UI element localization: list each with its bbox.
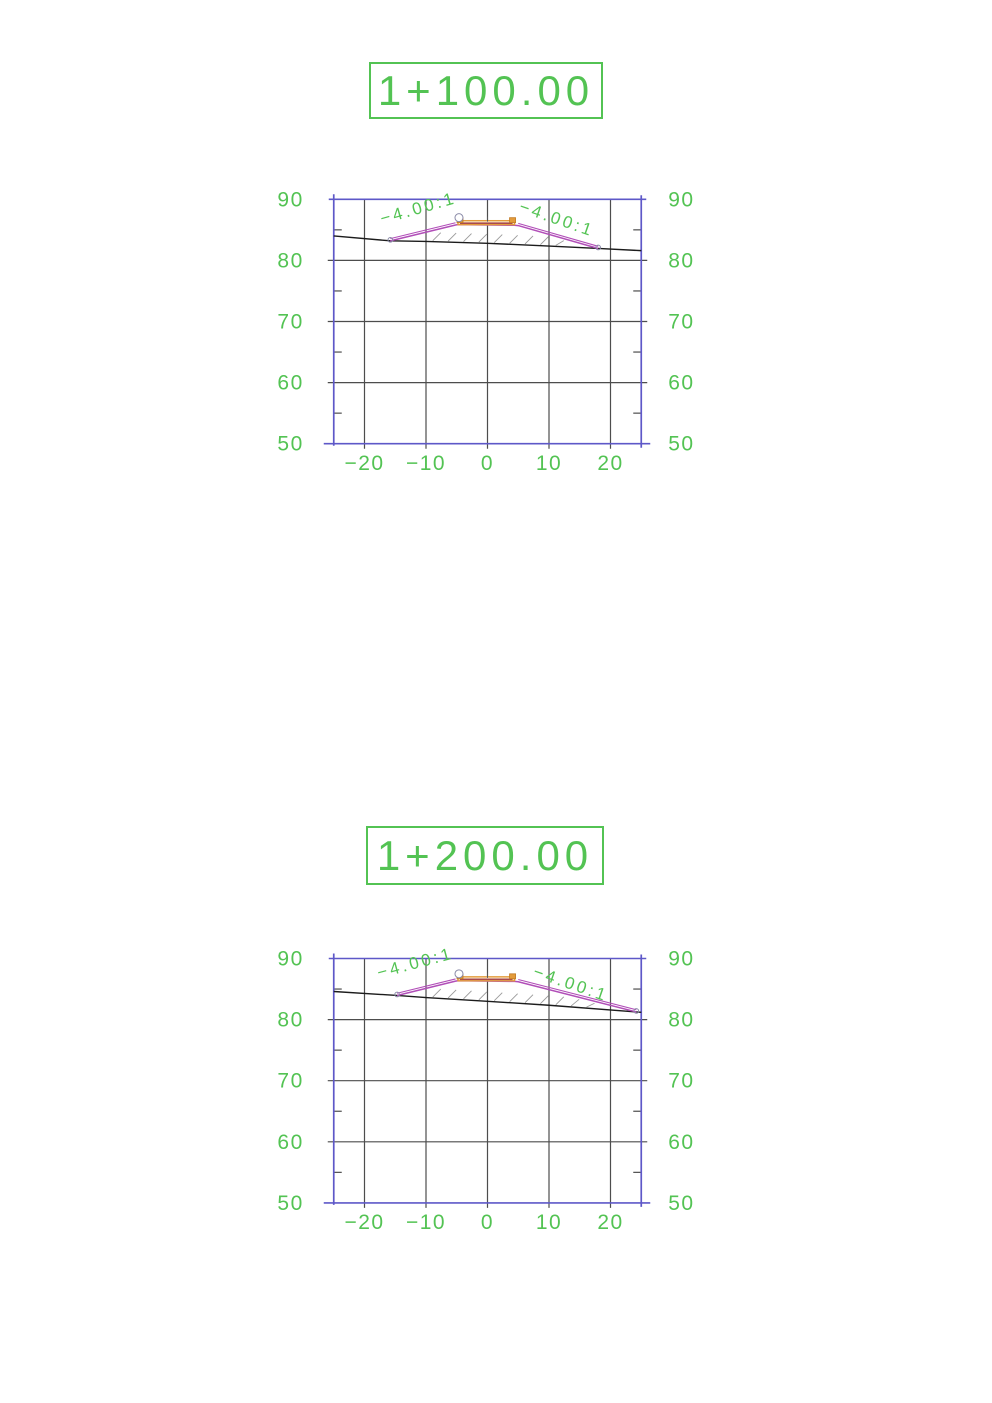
elev-label-right: 80	[668, 1009, 694, 1032]
offset-label: 20	[597, 452, 623, 475]
elev-label-right: 50	[668, 433, 694, 456]
elev-label-right: 90	[668, 188, 694, 211]
station-title-2: 1+200.00	[376, 831, 594, 879]
offset-label: −20	[344, 1211, 384, 1234]
ground-hatch-line	[509, 993, 518, 1003]
design-slope-offset-line	[518, 978, 637, 1011]
curb-right	[509, 217, 516, 224]
elev-label-right: 80	[668, 249, 694, 272]
ground-hatch-line	[478, 233, 488, 243]
ground-hatch-line	[540, 236, 549, 245]
ground-hatch-line	[555, 240, 564, 246]
offset-label: 10	[536, 1211, 562, 1234]
elev-label-left: 50	[277, 1192, 303, 1215]
ground-hatch-line	[540, 995, 549, 1005]
ground-hatch-line	[586, 1002, 595, 1008]
ground-hatch-line	[463, 233, 472, 242]
design-slope-offset-line	[396, 978, 456, 994]
station-title-box-1: 1+100.00	[369, 62, 603, 119]
point-marker-circle	[454, 969, 464, 979]
elev-label-left: 60	[277, 1131, 303, 1154]
offset-label: 20	[597, 1211, 623, 1234]
elev-label-left: 60	[277, 372, 303, 395]
daylight-point-marker	[595, 244, 602, 251]
ground-hatch-line	[447, 989, 457, 999]
offset-label: −20	[344, 452, 384, 475]
elev-label-right: 70	[668, 311, 694, 334]
station-title-box-2: 1+200.00	[366, 826, 604, 885]
offset-label: 0	[481, 1211, 494, 1234]
station-title-1: 1+100.00	[377, 66, 595, 114]
elev-label-left: 90	[277, 188, 303, 211]
ground-hatch-line	[432, 988, 442, 998]
curb-right	[509, 973, 516, 980]
section-plot-1: 90 90 80 80 70 70 60 60 50 50 −20 −10 0 10 20	[277, 188, 694, 475]
ground-hatch-line	[570, 998, 580, 1007]
ground-hatch-line	[432, 232, 442, 241]
elev-label-left: 80	[277, 1009, 303, 1032]
elev-label-right: 70	[668, 1070, 694, 1093]
elev-label-left: 80	[277, 249, 303, 272]
elev-label-right: 50	[668, 1192, 694, 1215]
ground-hatch-line	[555, 996, 565, 1006]
daylight-point-marker	[633, 1008, 640, 1014]
design-slope-offset-line	[518, 222, 599, 247]
ground-hatch-line	[493, 234, 503, 243]
ground-hatch-line	[524, 994, 534, 1004]
elev-label-right: 60	[668, 372, 694, 395]
ground-hatch-line	[463, 990, 472, 1000]
ground-hatch-line	[478, 991, 488, 1001]
daylight-point-marker	[394, 991, 400, 998]
elev-label-left: 70	[277, 1070, 303, 1093]
elev-label-right: 90	[668, 948, 694, 971]
offset-label: 10	[536, 452, 562, 475]
offset-label: −10	[406, 1211, 446, 1234]
elev-label-left: 90	[277, 948, 303, 971]
offset-label: 0	[481, 452, 494, 475]
ground-hatch-line	[447, 232, 457, 242]
ground-hatch-line	[524, 235, 534, 245]
daylight-point-marker	[387, 237, 394, 243]
elev-label-left: 50	[277, 433, 303, 456]
offset-label: −10	[406, 452, 446, 475]
elev-label-left: 70	[277, 311, 303, 334]
design-slope-offset-line	[390, 222, 456, 240]
point-marker-circle	[454, 213, 464, 223]
elev-label-right: 60	[668, 1131, 694, 1154]
ground-hatch-line	[493, 992, 503, 1002]
ground-hatch-line	[509, 234, 518, 244]
section-plot-2: 90 90 80 80 70 70 60 60 50 50 −20 −10 0 10 20	[277, 948, 694, 1235]
